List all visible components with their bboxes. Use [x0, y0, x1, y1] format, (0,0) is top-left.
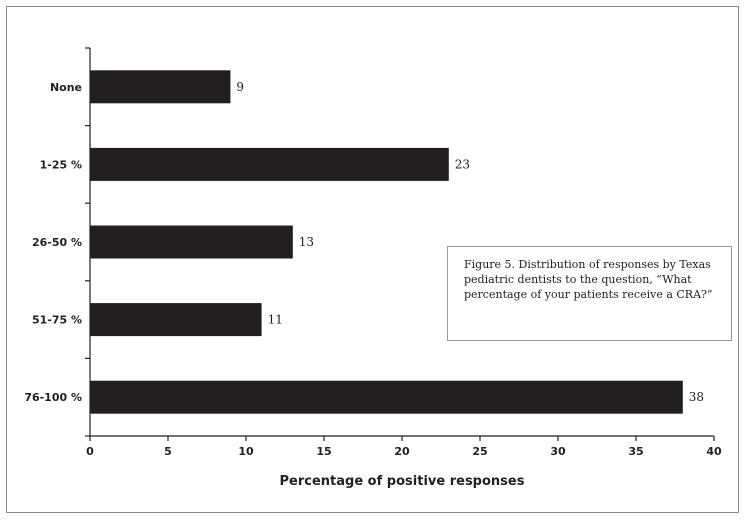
value-label: 38 [689, 390, 704, 404]
x-tick-label: 0 [86, 445, 94, 458]
x-tick-label: 10 [238, 445, 254, 458]
value-label: 13 [299, 235, 314, 249]
value-label: 9 [236, 80, 244, 94]
bars-group [90, 70, 683, 414]
x-axis-title: Percentage of positive responses [280, 474, 525, 489]
x-tick-label: 15 [316, 445, 331, 458]
bar [90, 225, 293, 259]
x-tick-label: 5 [164, 445, 172, 458]
figure-caption: Figure 5. Distribution of responses by T… [447, 246, 732, 341]
value-label: 23 [455, 157, 470, 171]
category-label: 76-100 % [24, 391, 82, 404]
axes-group [85, 47, 715, 441]
x-tick-label: 30 [550, 445, 566, 458]
x-tick-label: 25 [472, 445, 487, 458]
bar [90, 147, 449, 181]
category-label: 26-50 % [32, 236, 82, 249]
x-tick-label: 20 [394, 445, 410, 458]
bar [90, 70, 231, 104]
x-tick-label: 40 [706, 445, 722, 458]
bar [90, 303, 262, 337]
x-tick-label: 35 [628, 445, 643, 458]
category-label: 1-25 % [40, 158, 82, 171]
labels-group: 0 5 10 15 20 25 30 35 40 None 9 1-25 % 23 26-50 % 13 51… [24, 80, 722, 458]
bar [90, 380, 683, 414]
category-label: None [50, 81, 82, 94]
category-label: 51-75 % [32, 314, 82, 327]
caption-text: Figure 5. Distribution of responses by T… [464, 258, 713, 301]
value-label: 11 [268, 313, 283, 327]
